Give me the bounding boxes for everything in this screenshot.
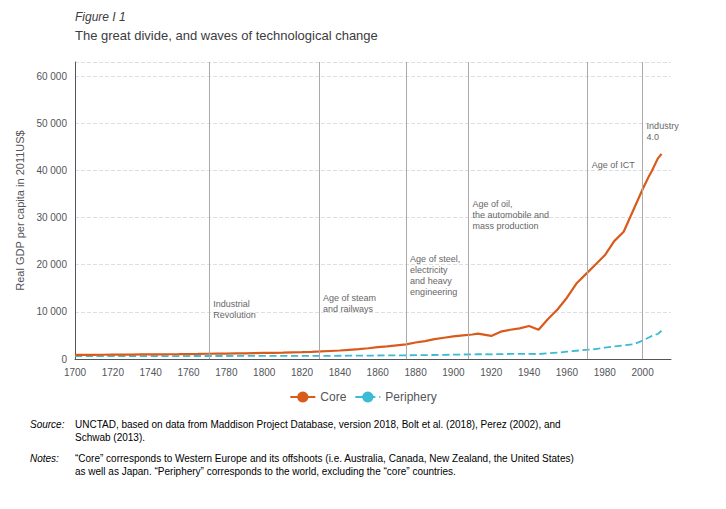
svg-text:1800: 1800: [253, 367, 276, 378]
svg-text:1900: 1900: [442, 367, 465, 378]
svg-text:1720: 1720: [102, 367, 125, 378]
svg-text:1840: 1840: [329, 367, 352, 378]
svg-text:1820: 1820: [291, 367, 314, 378]
svg-text:Industry: Industry: [647, 121, 680, 131]
svg-text:“Core” corresponds to Western: “Core” corresponds to Western Europe and…: [75, 453, 574, 464]
svg-text:2000: 2000: [631, 367, 654, 378]
svg-text:1740: 1740: [140, 367, 163, 378]
svg-text:1860: 1860: [367, 367, 390, 378]
svg-text:1940: 1940: [518, 367, 541, 378]
svg-text:1700: 1700: [64, 367, 87, 378]
svg-text:1760: 1760: [177, 367, 200, 378]
svg-text:Notes:: Notes:: [30, 453, 59, 464]
svg-text:1880: 1880: [404, 367, 427, 378]
svg-text:engineering: engineering: [410, 287, 457, 297]
svg-text:The great divide, and waves of: The great divide, and waves of technolog…: [75, 28, 378, 43]
svg-text:the automobile and: the automobile and: [473, 210, 550, 220]
svg-text:50 000: 50 000: [36, 118, 67, 129]
svg-text:60 000: 60 000: [36, 71, 67, 82]
svg-text:20 000: 20 000: [36, 259, 67, 270]
svg-text:4.0: 4.0: [647, 132, 660, 142]
svg-text:30 000: 30 000: [36, 212, 67, 223]
svg-text:Figure I 1: Figure I 1: [75, 10, 126, 24]
svg-text:Age of ICT: Age of ICT: [592, 160, 636, 170]
svg-text:1960: 1960: [556, 367, 579, 378]
svg-text:0: 0: [61, 354, 67, 365]
svg-text:Age of steel,: Age of steel,: [410, 254, 460, 264]
svg-text:Core: Core: [320, 390, 346, 404]
svg-text:1780: 1780: [215, 367, 238, 378]
svg-text:and heavy: and heavy: [410, 276, 452, 286]
svg-text:Revolution: Revolution: [213, 310, 256, 320]
svg-text:Age of steam: Age of steam: [323, 293, 376, 303]
svg-text:UNCTAD, based on data from Mad: UNCTAD, based on data from Maddison Proj…: [75, 419, 561, 430]
svg-text:Periphery: Periphery: [385, 390, 436, 404]
svg-text:40 000: 40 000: [36, 165, 67, 176]
svg-text:Real GDP per capita in 2011US$: Real GDP per capita in 2011US$: [14, 130, 26, 290]
svg-text:Source:: Source:: [30, 419, 65, 430]
svg-text:as well as Japan. “Periphery”: as well as Japan. “Periphery” correspond…: [75, 466, 456, 477]
svg-text:mass production: mass production: [473, 221, 539, 231]
svg-text:1980: 1980: [594, 367, 617, 378]
svg-text:Age of oil,: Age of oil,: [473, 199, 513, 209]
svg-text:Industrial: Industrial: [213, 299, 250, 309]
svg-text:1920: 1920: [480, 367, 503, 378]
svg-text:10 000: 10 000: [36, 306, 67, 317]
svg-text:Schwab (2013).: Schwab (2013).: [75, 432, 145, 443]
svg-text:and railways: and railways: [323, 304, 374, 314]
svg-text:electricity: electricity: [410, 265, 448, 275]
